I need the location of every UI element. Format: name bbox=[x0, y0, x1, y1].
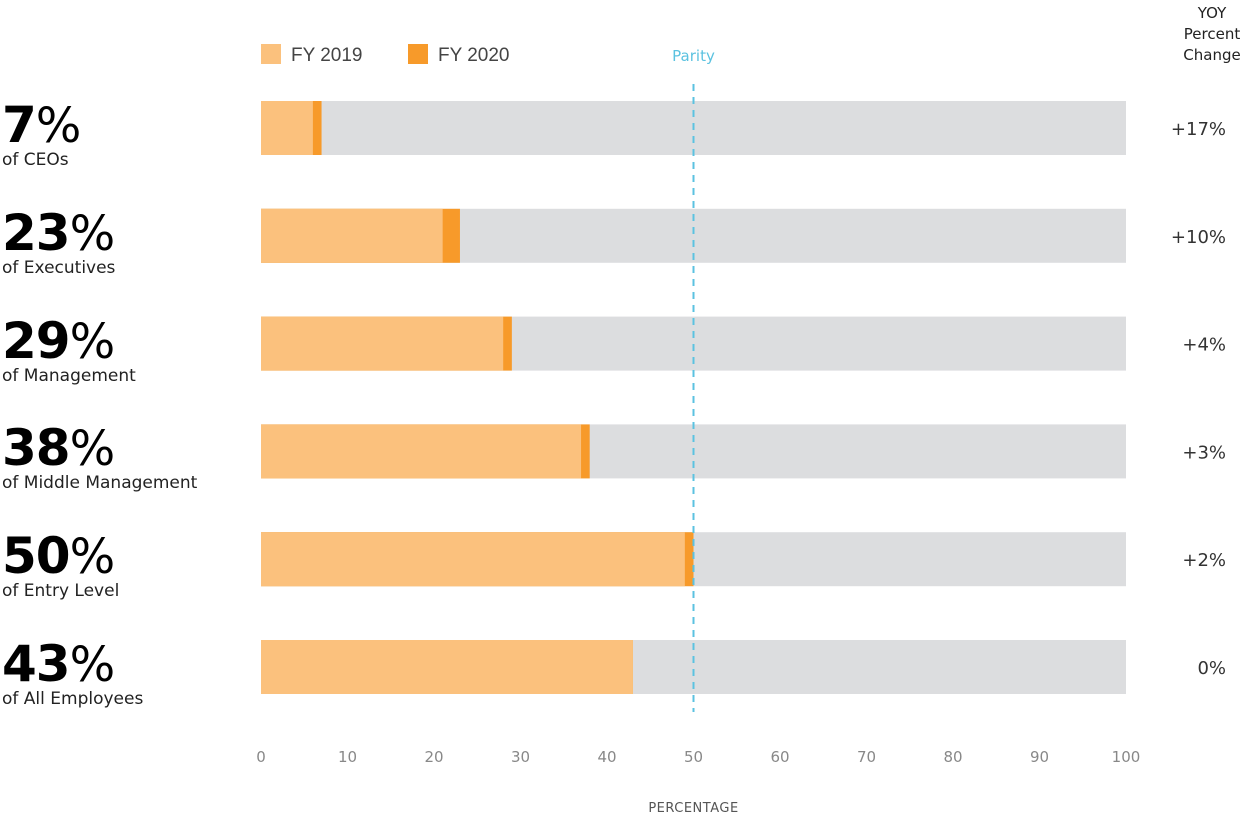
parity-label: Parity bbox=[672, 47, 715, 65]
bar-fy2019 bbox=[261, 424, 582, 479]
legend-label-2: FY 2020 bbox=[438, 45, 509, 66]
bar-fy2019 bbox=[261, 316, 504, 371]
headline-unit: % bbox=[69, 313, 116, 370]
yoy-change-value: +10% bbox=[1171, 227, 1226, 248]
x-tick-label: 70 bbox=[857, 748, 876, 766]
category-label: of Management bbox=[2, 365, 136, 386]
x-tick-label: 100 bbox=[1112, 748, 1141, 766]
x-tick-label: 90 bbox=[1030, 748, 1049, 766]
headline-percent: 43% bbox=[2, 638, 143, 691]
category-label: of CEOs bbox=[2, 150, 69, 170]
headline-number: 50 bbox=[2, 527, 71, 586]
x-tick-label: 80 bbox=[943, 748, 962, 766]
x-tick-label: 20 bbox=[424, 748, 443, 766]
category-label: of Entry Level bbox=[2, 581, 120, 602]
legend-label-1: FY 2019 bbox=[291, 45, 362, 66]
row-label: 23% of Executives bbox=[2, 207, 115, 278]
headline-number: 23 bbox=[2, 203, 71, 262]
headline-number: 38 bbox=[2, 419, 71, 478]
x-axis-label: PERCENTAGE bbox=[648, 801, 738, 816]
row-label: 29% of Management bbox=[2, 315, 136, 386]
row-label: 43% of All Employees bbox=[2, 638, 143, 709]
row-label: 7% of CEOs bbox=[2, 96, 82, 170]
headline-unit: % bbox=[35, 98, 82, 154]
x-tick-label: 40 bbox=[597, 748, 616, 766]
x-tick-label: 30 bbox=[511, 748, 530, 766]
x-tick-label: 0 bbox=[256, 748, 266, 766]
yoy-change-value: +3% bbox=[1182, 442, 1226, 463]
headline-percent: 7% bbox=[2, 96, 82, 154]
row-label: 38% of Middle Management bbox=[2, 422, 197, 493]
legend-swatch-1 bbox=[261, 44, 281, 64]
headline-number: 43 bbox=[2, 635, 71, 693]
row-label: 50% of Entry Level bbox=[2, 530, 119, 601]
bar-fy2019 bbox=[261, 101, 313, 155]
yoy-header-line-1: YOY bbox=[1197, 4, 1227, 22]
headline-unit: % bbox=[69, 205, 116, 262]
yoy-change-value: +2% bbox=[1182, 550, 1226, 571]
bar-fy2019 bbox=[261, 208, 443, 263]
category-label: of All Employees bbox=[2, 689, 144, 709]
yoy-header-line-3: Change bbox=[1183, 46, 1240, 64]
yoy-change-value: +17% bbox=[1171, 119, 1226, 140]
headline-unit: % bbox=[69, 637, 116, 693]
bar-fy2019 bbox=[261, 640, 633, 694]
category-label: of Middle Management bbox=[2, 473, 198, 494]
headline-number: 29 bbox=[2, 311, 71, 370]
headline-unit: % bbox=[69, 421, 116, 478]
yoy-header-line-2: Percent bbox=[1184, 25, 1241, 43]
bar-fy2019 bbox=[261, 532, 685, 587]
yoy-change-value: +4% bbox=[1182, 335, 1226, 356]
headline-unit: % bbox=[69, 529, 116, 586]
headline-number: 7 bbox=[2, 96, 37, 154]
x-tick-label: 50 bbox=[684, 748, 703, 766]
x-tick-label: 60 bbox=[770, 748, 789, 766]
headline-percent: 23% bbox=[2, 207, 115, 260]
yoy-change-value: 0% bbox=[1197, 658, 1226, 679]
legend-swatch-2 bbox=[408, 44, 428, 64]
headline-percent: 38% bbox=[2, 422, 197, 475]
x-tick-label: 10 bbox=[338, 748, 357, 766]
category-label: of Executives bbox=[2, 257, 116, 278]
headline-percent: 29% bbox=[2, 315, 136, 368]
headline-percent: 50% bbox=[2, 530, 119, 583]
